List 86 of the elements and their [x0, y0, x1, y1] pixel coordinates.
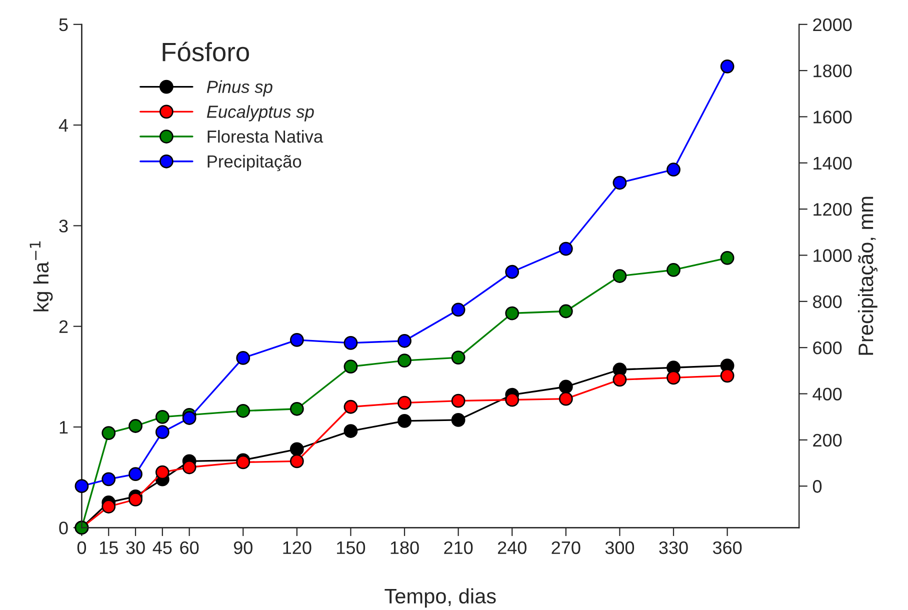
- point: [155, 410, 170, 424]
- x-tick-label: 45: [152, 542, 172, 554]
- point: [558, 242, 573, 256]
- y2-tick-label: 200: [813, 434, 842, 447]
- point: [666, 263, 680, 277]
- point: [505, 392, 520, 407]
- y-tick-label: 0: [59, 522, 68, 534]
- x-tick-label: 15: [100, 542, 118, 554]
- y-tick-label: 4: [58, 119, 68, 132]
- y-tick-label: 2: [59, 320, 68, 333]
- point: [128, 492, 142, 506]
- legend-label: Floresta Nativa: [208, 130, 324, 143]
- y2-tick-label: 0: [812, 480, 822, 493]
- point: [290, 442, 304, 456]
- x-tick-label: 180: [390, 541, 419, 554]
- point: [344, 360, 358, 374]
- point: [398, 354, 412, 368]
- point: [505, 264, 520, 279]
- point: [612, 372, 627, 387]
- point: [290, 333, 304, 347]
- point: [155, 465, 170, 480]
- x-tick-label: 360: [712, 541, 742, 554]
- point: [558, 304, 573, 318]
- x-tick-label: 270: [552, 541, 580, 554]
- y2-tick-label: 1800: [814, 64, 852, 78]
- point: [720, 250, 734, 265]
- x-tick-label: 210: [444, 541, 473, 554]
- y2-tick-label: 400: [812, 388, 842, 400]
- x-tick-label: 120: [283, 541, 312, 554]
- point: [451, 350, 466, 364]
- x-tick-label: 240: [498, 541, 526, 554]
- point: [720, 368, 734, 383]
- point: [155, 425, 170, 440]
- point: [236, 404, 250, 418]
- point: [720, 59, 734, 74]
- point: [666, 370, 680, 385]
- x-axis-title: Tempo, dias: [384, 588, 496, 608]
- point: [102, 500, 116, 514]
- legend-label: Precipitação: [208, 154, 302, 172]
- point: [102, 472, 116, 486]
- point: [666, 162, 680, 177]
- point: [612, 269, 627, 283]
- legend-label: Eucalyptus sp: [206, 105, 314, 122]
- y2-tick-label: 1200: [814, 203, 852, 216]
- y2-axis-title: Precipitação, mm: [858, 196, 878, 355]
- y2-tick-label: 800: [813, 295, 842, 308]
- point: [182, 460, 196, 474]
- y2-tick-label: 1600: [814, 110, 852, 124]
- point: [74, 479, 89, 494]
- point: [344, 336, 358, 350]
- y2-tick-label: 1000: [814, 249, 852, 262]
- x-tick-label: 60: [180, 541, 199, 554]
- x-tick-label: 300: [605, 541, 634, 554]
- point: [344, 424, 358, 438]
- point: [290, 454, 304, 468]
- point: [398, 334, 412, 348]
- point: [128, 419, 142, 433]
- point: [612, 176, 627, 190]
- text: Fósforo: [162, 42, 249, 62]
- x-tick-label: 150: [337, 541, 366, 554]
- point: [451, 413, 466, 427]
- x-tick-label: 30: [126, 541, 145, 554]
- point: [236, 351, 250, 365]
- point: [290, 402, 304, 416]
- point: [451, 302, 466, 317]
- y-tick-label: 5: [59, 18, 68, 32]
- point: [558, 392, 573, 406]
- point: [182, 411, 196, 425]
- point: [451, 394, 466, 408]
- point: [102, 426, 116, 440]
- y-tick-label: 3: [59, 220, 68, 232]
- point: [398, 396, 412, 410]
- y-axis-title: kg ha$^{−1}$: [30, 241, 53, 312]
- y2-tick-label: 600: [813, 342, 842, 354]
- x-tick-label: 0: [77, 541, 86, 554]
- y2-tick-label: 2000: [813, 18, 852, 32]
- point: [398, 414, 412, 428]
- y-tick-label: 1: [60, 421, 68, 434]
- legend-label: Pinus sp: [206, 80, 272, 96]
- point: [344, 400, 358, 414]
- x-tick-label: 90: [234, 541, 252, 554]
- x-tick-label: 330: [659, 541, 688, 554]
- y2-tick-label: 1400: [814, 156, 852, 170]
- point: [128, 467, 142, 482]
- point: [505, 306, 520, 320]
- point: [558, 380, 573, 394]
